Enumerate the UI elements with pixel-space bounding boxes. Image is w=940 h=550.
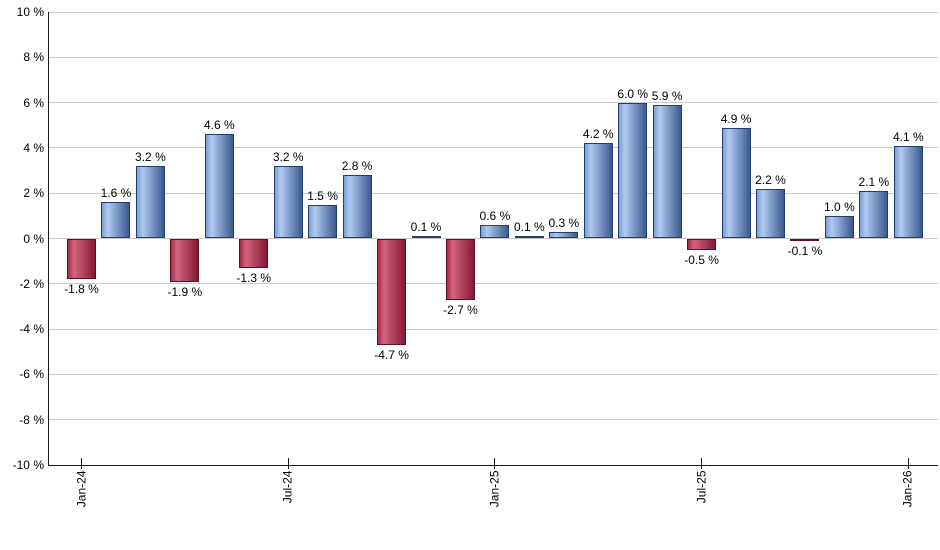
x-axis-line bbox=[48, 465, 938, 466]
gridline bbox=[48, 11, 938, 13]
y-axis-line bbox=[48, 12, 49, 465]
x-axis-tick-label: Jan-24 bbox=[74, 470, 88, 508]
positive-bar bbox=[480, 224, 510, 239]
x-axis-tick-label: Jan-26 bbox=[900, 470, 915, 508]
gridline bbox=[48, 192, 938, 194]
bar-value-label: 2.1 % bbox=[858, 174, 890, 189]
bar-value-label: 2.8 % bbox=[341, 159, 373, 174]
bar-value-label: 1.5 % bbox=[307, 188, 338, 203]
negative-bar bbox=[445, 238, 475, 300]
positive-bar bbox=[204, 134, 234, 239]
x-axis-tick bbox=[907, 458, 909, 469]
bar-value-label: 0.1 % bbox=[410, 220, 442, 235]
bar-value-label: 3.2 % bbox=[135, 150, 166, 165]
x-axis-tick-label: Jul-24 bbox=[280, 470, 295, 504]
negative-bar bbox=[170, 238, 200, 282]
bar-value-label: 4.9 % bbox=[720, 111, 752, 126]
positive-bar bbox=[308, 204, 338, 239]
bar-value-label: 0.1 % bbox=[514, 220, 545, 235]
positive-bar bbox=[549, 231, 579, 239]
gridline bbox=[48, 283, 938, 285]
gridline bbox=[48, 102, 938, 104]
positive-bar bbox=[893, 145, 923, 239]
y-axis-tick-label: 10 % bbox=[16, 5, 44, 19]
positive-bar bbox=[342, 175, 372, 239]
negative-bar bbox=[239, 238, 269, 268]
negative-bar bbox=[790, 238, 820, 241]
bar-value-label: 3.2 % bbox=[272, 150, 304, 165]
bar-value-label: 0.6 % bbox=[479, 208, 511, 223]
positive-bar bbox=[273, 166, 303, 239]
bar-value-label: 2.2 % bbox=[755, 172, 786, 187]
bar-value-label: -1.8 % bbox=[64, 282, 99, 297]
positive-bar bbox=[618, 102, 648, 239]
y-axis-tick-label: -4 % bbox=[19, 322, 44, 337]
positive-bar bbox=[859, 190, 889, 239]
bar-value-label: 4.2 % bbox=[582, 127, 614, 142]
bar-value-label: 6.0 % bbox=[617, 86, 649, 101]
bar-value-label: 1.0 % bbox=[824, 199, 855, 214]
y-axis-tick-label: 6 % bbox=[23, 95, 44, 110]
gridline bbox=[48, 419, 938, 421]
x-axis-tick bbox=[494, 458, 496, 469]
bar-value-label: -1.9 % bbox=[167, 284, 203, 299]
positive-bar bbox=[824, 215, 854, 239]
y-axis-tick-label: 2 % bbox=[23, 186, 44, 201]
gridline bbox=[48, 147, 938, 149]
gridline bbox=[48, 328, 938, 330]
y-axis-tick-label: 8 % bbox=[23, 50, 44, 65]
positive-bar bbox=[583, 143, 613, 239]
bar-value-label: 0.3 % bbox=[548, 215, 580, 230]
bar-value-label: 4.1 % bbox=[892, 129, 924, 144]
bar-value-label: -0.5 % bbox=[684, 252, 719, 267]
bar-value-label: 1.6 % bbox=[100, 186, 132, 201]
y-axis-tick-label: -8 % bbox=[19, 412, 44, 427]
gridline bbox=[48, 238, 938, 239]
x-axis-tick-label: Jan-25 bbox=[487, 470, 502, 508]
y-axis-tick-label: -2 % bbox=[19, 276, 44, 291]
y-axis-tick-label: 0 % bbox=[23, 231, 44, 246]
positive-bar bbox=[652, 104, 682, 239]
y-axis-tick-label: -6 % bbox=[19, 367, 44, 382]
y-axis-tick-label: -10 % bbox=[12, 458, 44, 472]
positive-bar bbox=[721, 127, 751, 239]
x-axis-tick bbox=[701, 458, 703, 469]
x-axis-tick bbox=[81, 458, 82, 469]
positive-bar bbox=[411, 236, 441, 239]
gridline bbox=[48, 56, 938, 58]
y-axis-tick-label: 4 % bbox=[23, 140, 44, 155]
positive-bar bbox=[514, 236, 544, 239]
bar-value-label: 5.9 % bbox=[651, 88, 683, 103]
x-axis-tick-label: Jul-25 bbox=[694, 470, 709, 504]
bar-value-label: -0.1 % bbox=[787, 243, 823, 258]
bar-value-label: 4.6 % bbox=[203, 118, 235, 133]
negative-bar bbox=[377, 238, 407, 345]
negative-bar bbox=[687, 238, 717, 250]
x-axis-tick bbox=[287, 458, 289, 469]
negative-bar bbox=[67, 238, 96, 280]
gridline bbox=[48, 373, 938, 375]
bar-value-label: -4.7 % bbox=[374, 347, 409, 362]
positive-bar bbox=[101, 202, 131, 239]
positive-bar bbox=[756, 188, 785, 239]
positive-bar bbox=[135, 166, 165, 239]
bar-value-label: -1.3 % bbox=[236, 270, 272, 285]
bar-value-label: -2.7 % bbox=[443, 302, 478, 317]
